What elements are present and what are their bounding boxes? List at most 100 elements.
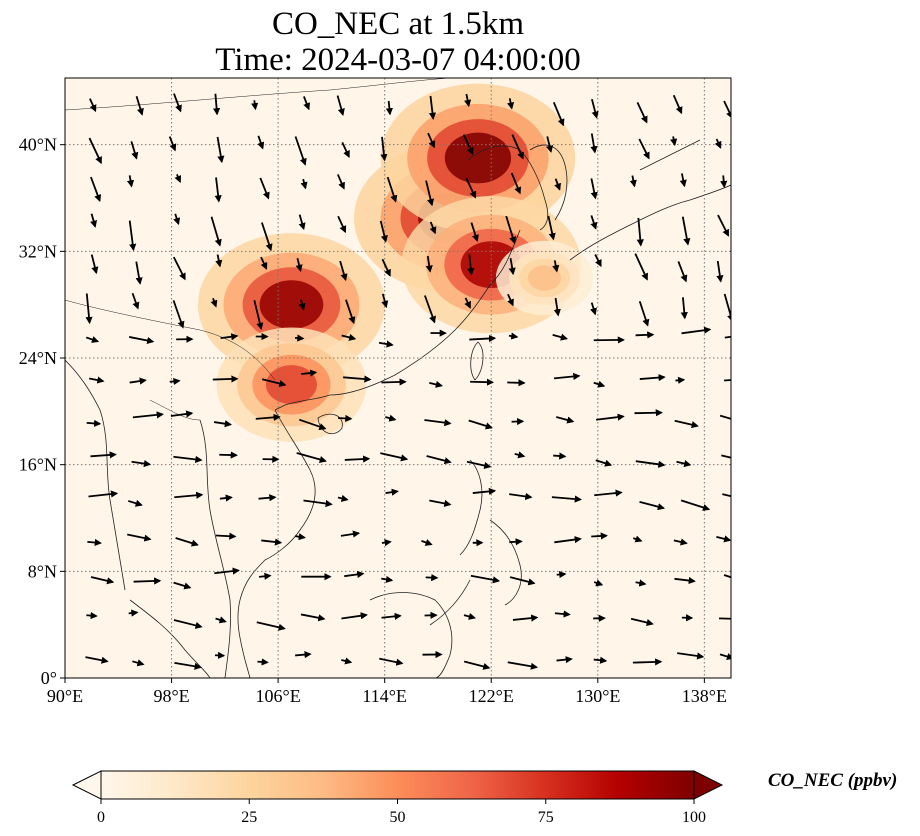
wind-arrow xyxy=(428,95,437,120)
colorbar-tick-label: 50 xyxy=(390,809,406,826)
wind-arrow xyxy=(551,495,582,503)
wind-arrow xyxy=(127,499,143,507)
wind-arrow xyxy=(509,492,533,500)
wind-arrow xyxy=(632,658,663,666)
wind-arrow xyxy=(294,136,307,166)
wind-arrow xyxy=(508,332,519,340)
wind-arrow xyxy=(215,254,223,268)
map-frame xyxy=(64,77,732,679)
wind-arrow xyxy=(341,142,350,159)
wind-arrow xyxy=(341,333,357,341)
wind-arrow xyxy=(552,333,568,341)
longitude-tick-label: 138°E xyxy=(682,686,727,706)
plume-shandong-bohai xyxy=(444,132,512,184)
wind-arrow xyxy=(427,132,436,149)
wind-arrow xyxy=(463,660,491,670)
wind-arrow xyxy=(466,460,492,470)
wind-arrow xyxy=(556,416,575,424)
wind-arrow xyxy=(681,216,691,246)
wind-arrow xyxy=(295,651,312,659)
wind-arrow xyxy=(90,254,99,275)
wind-arrow xyxy=(554,536,582,544)
wind-arrow xyxy=(470,222,479,243)
wind-arrow xyxy=(130,141,139,160)
wind-arrow xyxy=(88,137,102,165)
wind-arrow xyxy=(131,292,140,310)
wind-arrow xyxy=(636,102,648,124)
wind-arrow xyxy=(173,455,203,463)
wind-arrow xyxy=(215,532,237,540)
wind-arrow xyxy=(552,260,560,273)
wind-arrow xyxy=(90,451,117,459)
chart-subtitle: Time: 2024-03-07 04:00:00 xyxy=(215,42,581,78)
wind-arrow xyxy=(553,372,581,381)
wind-arrow xyxy=(546,136,554,153)
wind-arrow xyxy=(554,178,561,191)
wind-arrow xyxy=(213,93,221,116)
wind-arrow xyxy=(635,579,647,587)
wind-arrow xyxy=(717,214,730,237)
indochina-coastline xyxy=(199,409,316,678)
wind-arrow xyxy=(173,213,181,226)
wind-arrow xyxy=(128,609,139,617)
wind-arrow xyxy=(675,376,686,384)
wind-arrow xyxy=(216,136,225,164)
wind-arrow xyxy=(677,652,705,660)
wind-arrow xyxy=(595,459,613,467)
wind-arrow xyxy=(634,409,663,417)
wind-arrow xyxy=(681,326,712,335)
longitude-ticks: 90°E 98°E 106°E 114°E 122°E 130°E 138°E xyxy=(47,678,727,706)
plume-guangxi xyxy=(265,365,317,405)
wind-arrow xyxy=(556,656,573,664)
longitude-tick-label: 106°E xyxy=(256,686,301,706)
wind-arrow xyxy=(680,297,688,320)
wind-arrow xyxy=(298,214,306,231)
wind-arrow xyxy=(215,616,227,624)
colorbar-body xyxy=(100,770,695,800)
wind-arrow xyxy=(716,535,731,543)
longitude-tick-label: 122°E xyxy=(469,686,514,706)
wind-arrow xyxy=(258,494,277,502)
wind-arrow xyxy=(633,535,643,543)
wind-arrow xyxy=(723,574,731,579)
wind-arrow xyxy=(425,180,435,207)
wind-arrow xyxy=(512,614,539,622)
wind-arrow xyxy=(132,411,164,419)
wind-arrow xyxy=(635,331,655,339)
wind-arrow xyxy=(467,254,475,276)
longitude-tick-label: 130°E xyxy=(575,686,620,706)
wind-arrow xyxy=(507,293,514,307)
wind-arrow xyxy=(214,567,240,575)
wind-arrow xyxy=(724,335,731,339)
wind-arrow xyxy=(426,455,452,465)
wind-arrow xyxy=(295,258,303,272)
wind-arrow xyxy=(260,256,268,270)
wind-arrow xyxy=(470,574,501,584)
wind-arrow xyxy=(380,136,388,162)
wind-arrow xyxy=(88,490,119,498)
wind-arrow xyxy=(509,538,523,546)
wind-arrow xyxy=(89,98,97,113)
latitude-ticks: 0° 8°N 16°N 24°N 32°N 40°N xyxy=(19,135,65,688)
wind-arrow xyxy=(469,334,497,343)
wind-arrow xyxy=(214,177,222,203)
wind-arrow xyxy=(594,489,623,497)
wind-arrow xyxy=(128,220,137,252)
wind-arrow xyxy=(337,494,349,502)
wind-arrow xyxy=(210,297,218,308)
wind-arrow xyxy=(257,135,265,150)
wind-arrow xyxy=(472,487,497,495)
taiwan-coastline xyxy=(470,341,484,381)
wind-arrow xyxy=(673,538,688,546)
wind-arrow xyxy=(381,575,394,583)
wind-arrow xyxy=(127,533,152,542)
wind-arrow xyxy=(86,419,102,427)
country-borders xyxy=(65,78,451,421)
wind-arrow xyxy=(261,538,283,546)
wind-arrow xyxy=(381,539,392,547)
wind-arrow xyxy=(90,176,102,203)
wind-arrow xyxy=(133,577,162,585)
colorbar-tick-label: 75 xyxy=(538,809,554,826)
wind-arrow xyxy=(381,612,402,620)
wind-arrow xyxy=(677,261,688,283)
